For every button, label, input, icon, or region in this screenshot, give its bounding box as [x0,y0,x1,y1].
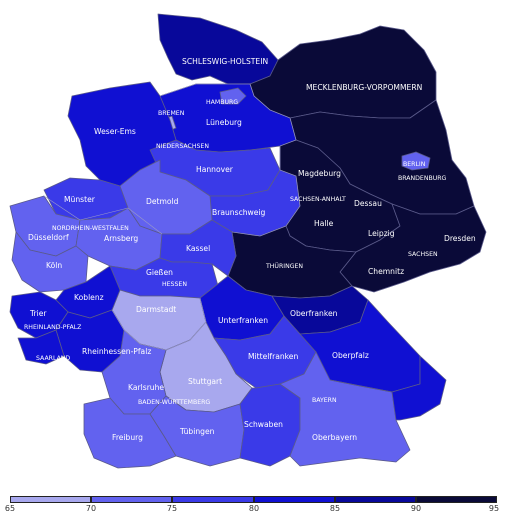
region-sachsen [339,203,487,293]
label-baden-wuerttemberg: BADEN-WÜRTTEMBERG [138,397,210,406]
legend-swatch-85-90 [335,496,416,503]
label-mecklenburg-vorpommern: MECKLENBURG-VORPOMMERN [306,83,422,92]
legend-tick-70: 70 [85,504,97,513]
label-koeln: Köln [46,261,62,270]
label-karlsruhe: Karlsruhe [128,383,164,392]
label-tuebingen: Tübingen [179,427,215,436]
region-hamburg [219,87,247,105]
label-bayern: BAYERN [312,397,337,404]
label-hessen: HESSEN [162,281,187,288]
region-saarland [17,329,65,365]
legend-tick-95: 95 [488,504,500,513]
region-oberbayern [279,351,411,467]
legend-tick-80: 80 [248,504,260,513]
label-sachsen-anhalt: SACHSEN-ANHALT [290,196,346,203]
legend-tick-90: 90 [410,504,422,513]
region-schleswig-holstein [157,13,279,85]
label-niedersachsen: NIEDERSACHSEN [156,143,209,150]
legend-swatch-80-85 [254,496,335,503]
label-oberfranken: Oberfranken [290,309,338,318]
label-lueneburg: Lüneburg [206,118,242,127]
label-rheinhessen-pfalz: Rheinhessen-Pfalz [82,347,151,356]
label-giessen: Gießen [146,268,173,277]
label-detmold: Detmold [146,197,179,206]
label-sachsen: SACHSEN [408,251,438,258]
label-freiburg: Freiburg [112,433,143,442]
germany-choropleth-map: SCHLESWIG-HOLSTEIN MECKLENBURG-VORPOMMER… [9,13,487,469]
label-leipzig: Leipzig [368,229,395,238]
label-braunschweig: Braunschweig [212,208,266,217]
legend-swatch-70-75 [91,496,172,503]
label-mittelfranken: Mittelfranken [248,352,298,361]
label-trier: Trier [29,309,47,318]
label-dresden: Dresden [444,234,476,243]
label-dessau: Dessau [354,199,382,208]
label-kassel: Kassel [186,244,210,253]
region-mecklenburg-vorpommern [249,25,437,119]
label-hannover: Hannover [196,165,234,174]
legend-swatch-75-80 [172,496,254,503]
label-brandenburg: BRANDENBURG [398,175,447,182]
label-koblenz: Koblenz [74,293,104,302]
legend-tick-65: 65 [4,504,16,513]
region-niederbayern [329,355,447,421]
legend-swatch-65-70 [10,496,91,503]
legend-swatch-90-95 [416,496,497,503]
label-duesseldorf: Düsseldorf [28,233,69,242]
label-saarland: SAARLAND [36,355,70,362]
label-nordrhein-westfalen: NORDRHEIN-WESTFALEN [52,225,129,232]
label-berlin: BERLIN [403,161,426,168]
label-rheinland-pfalz: RHEINLAND-PFALZ [24,324,81,331]
label-weser-ems: Weser-Ems [94,127,136,136]
label-magdeburg: Magdeburg [298,169,341,178]
label-oberbayern: Oberbayern [312,433,357,442]
label-darmstadt: Darmstadt [136,305,176,314]
label-bremen: BREMEN [158,110,185,117]
label-halle: Halle [314,219,334,228]
label-stuttgart: Stuttgart [188,377,222,386]
legend-tick-85: 85 [329,504,341,513]
label-hamburg: HAMBURG [206,99,238,106]
label-unterfranken: Unterfranken [218,316,268,325]
label-chemnitz: Chemnitz [368,267,404,276]
label-schleswig-holstein: SCHLESWIG-HOLSTEIN [182,57,268,66]
legend-tick-75: 75 [166,504,178,513]
label-oberpfalz: Oberpfalz [332,351,369,360]
color-legend: 65 70 75 80 85 90 95 [5,496,500,513]
label-thueringen: THÜRINGEN [265,261,303,270]
label-muenster: Münster [64,195,96,204]
label-arnsberg: Arnsberg [104,234,138,243]
label-schwaben: Schwaben [244,420,283,429]
region-berlin [401,151,431,171]
